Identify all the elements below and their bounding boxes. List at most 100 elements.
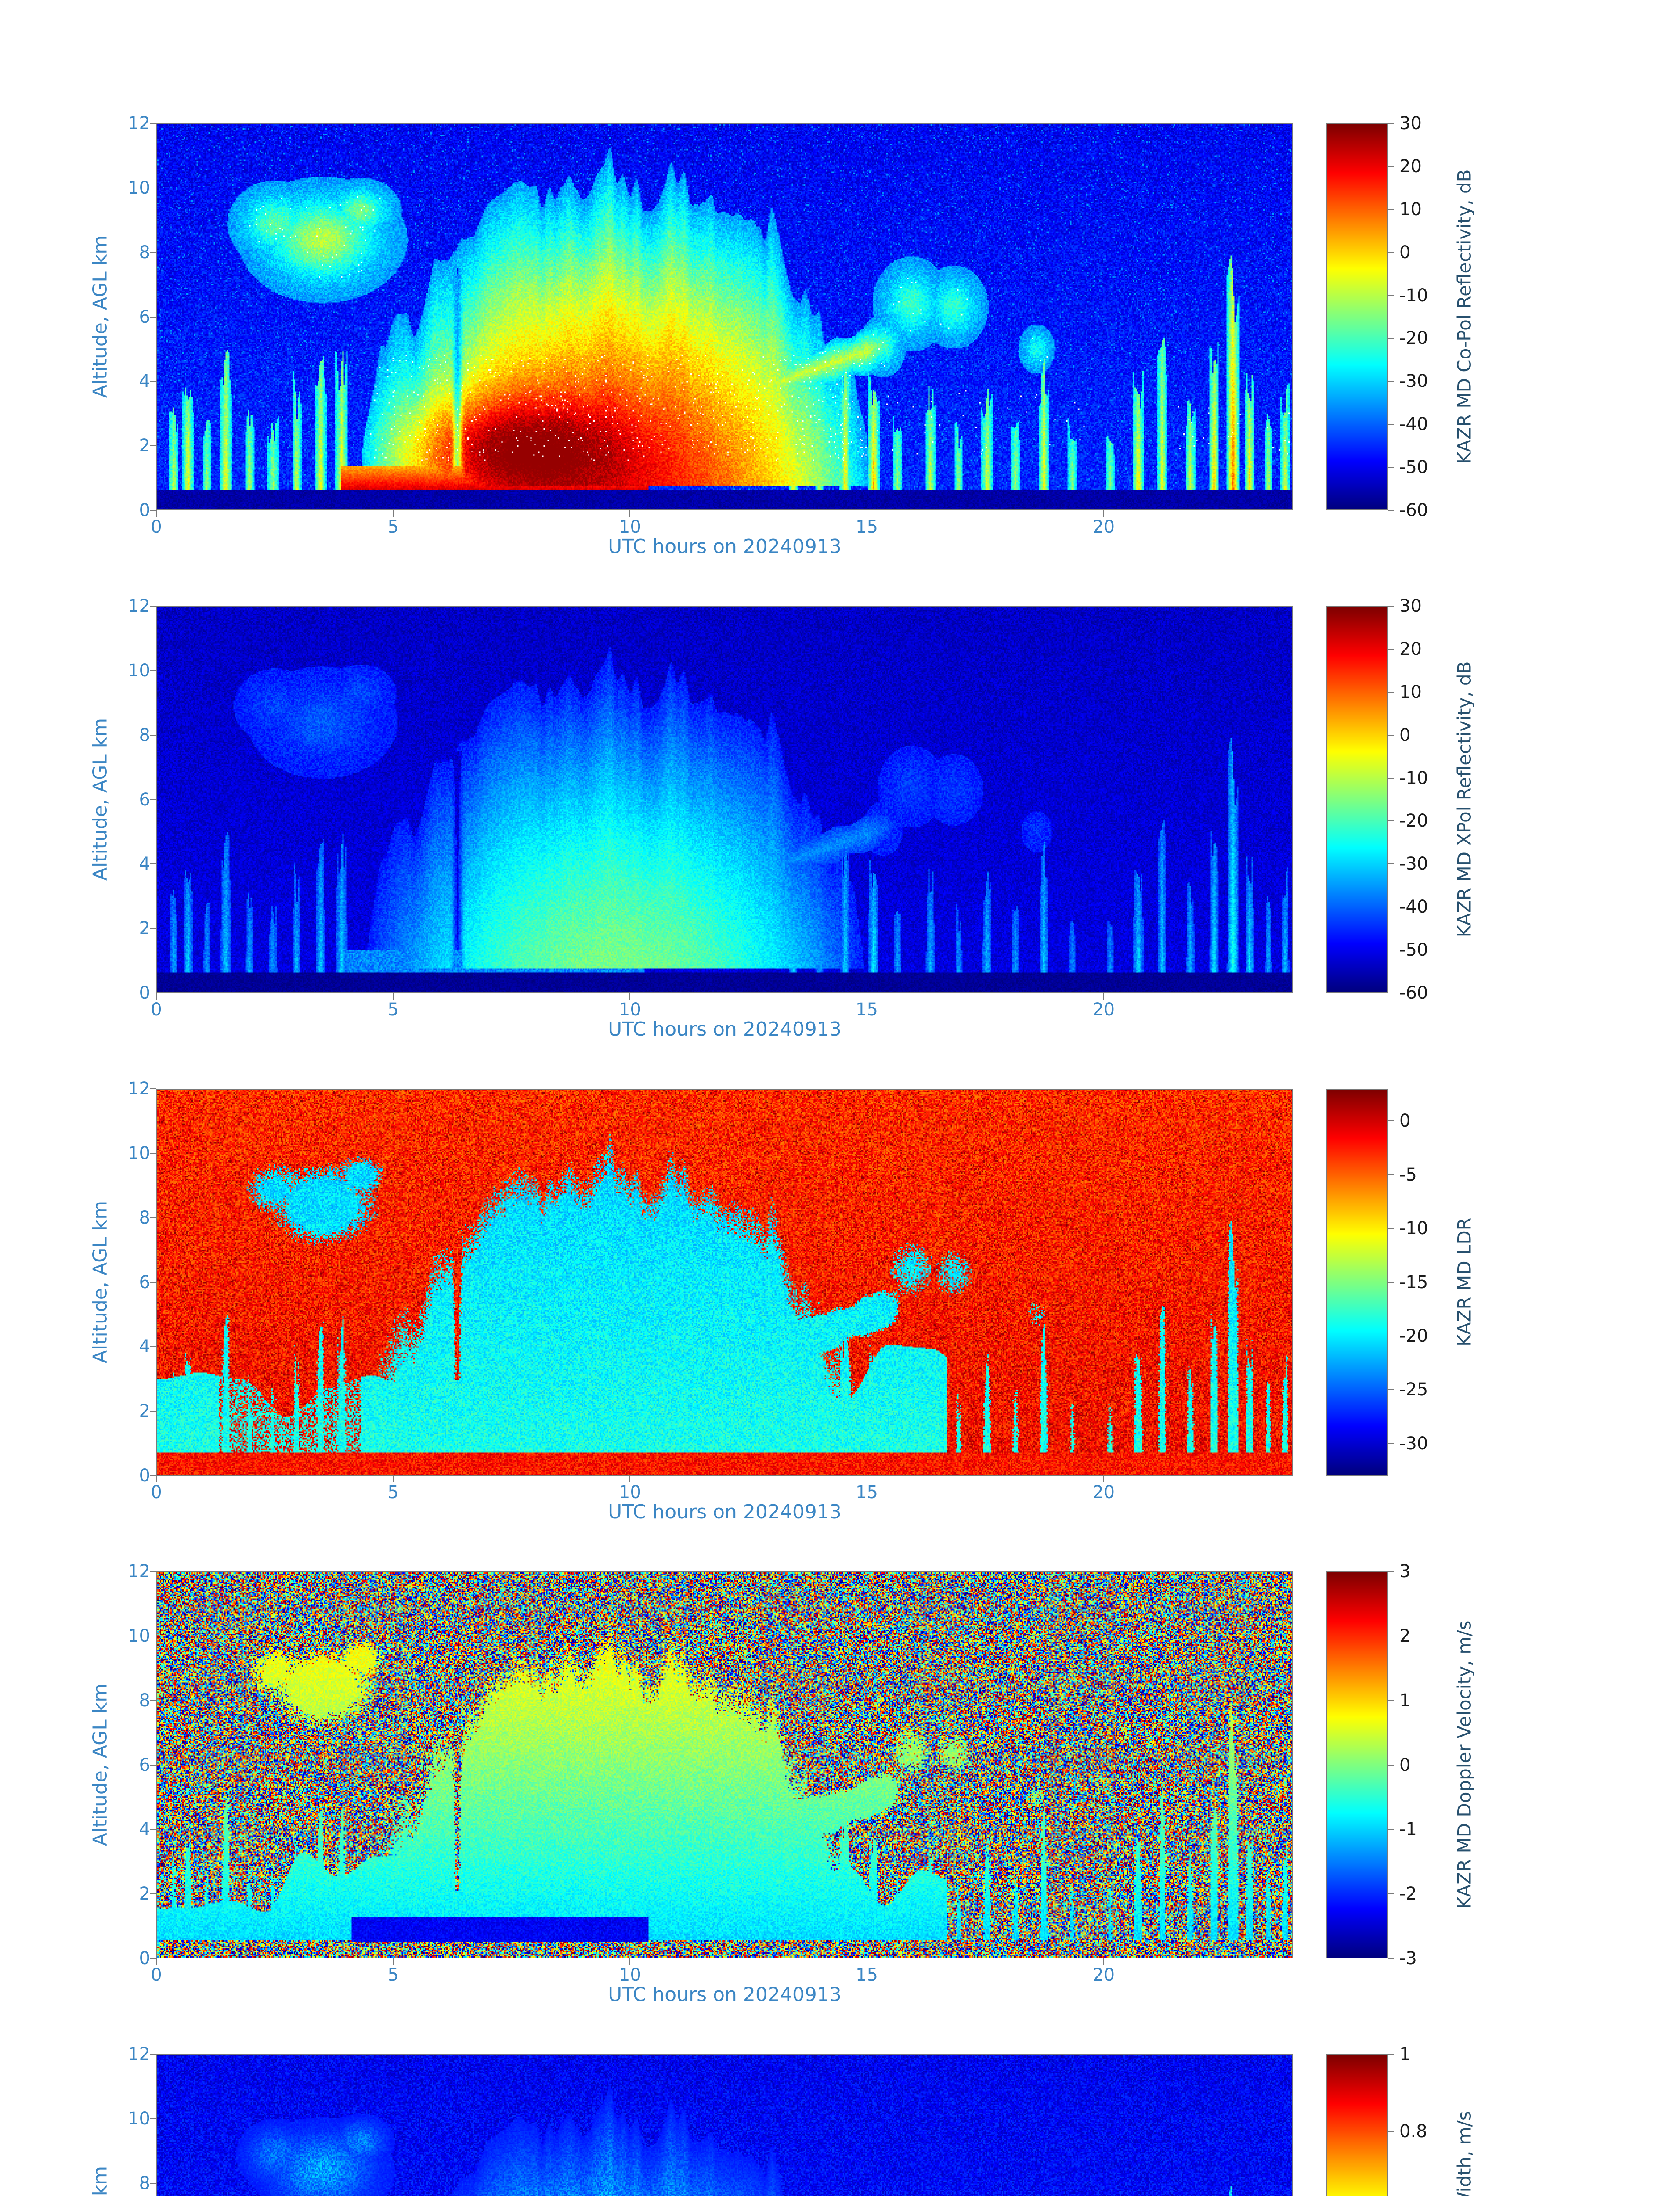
- y-tick-mark: [150, 734, 156, 736]
- colorbar-tick-label: -5: [1399, 1164, 1417, 1185]
- x-tick-mark: [156, 1476, 157, 1482]
- radar-heatmap-panel: Altitude, AGL km UTC hours on 20240913 K…: [0, 596, 1680, 1089]
- y-tick-label: 2: [139, 1884, 150, 1904]
- colorbar-tick-label: -50: [1399, 457, 1428, 478]
- y-tick-label: 6: [139, 1272, 150, 1293]
- heatmap-plot-area: [156, 1089, 1293, 1476]
- x-tick-label: 20: [1092, 517, 1115, 537]
- colorbar-tick-label: -30: [1399, 854, 1428, 874]
- colorbar-label: KAZR MD XPol Reflectivity, dB: [1453, 661, 1475, 938]
- colorbar-tick-label: 10: [1399, 199, 1422, 220]
- colorbar-tick-mark: [1388, 123, 1394, 124]
- x-tick-mark: [156, 1958, 157, 1965]
- y-tick-mark: [150, 1893, 156, 1895]
- colorbar-tick-label: 30: [1399, 596, 1422, 616]
- colorbar-tick-mark: [1388, 863, 1394, 865]
- heatmap-canvas: [157, 1090, 1292, 1475]
- colorbar-tick-label: -50: [1399, 940, 1428, 961]
- colorbar-gradient-canvas: [1327, 124, 1387, 509]
- heatmap-plot-area: [156, 1571, 1293, 1958]
- x-tick-label: 10: [618, 1000, 641, 1020]
- y-tick-label: 2: [139, 436, 150, 456]
- colorbar-tick-mark: [1388, 1700, 1394, 1701]
- x-tick-mark: [393, 1958, 394, 1965]
- colorbar-tick-mark: [1388, 1120, 1394, 1122]
- y-tick-mark: [150, 2054, 156, 2055]
- colorbar-tick-mark: [1388, 1829, 1394, 1830]
- x-tick-label: 0: [151, 517, 162, 537]
- colorbar-tick-label: -15: [1399, 1272, 1428, 1293]
- colorbar: [1326, 1571, 1388, 1958]
- y-tick-label: 2: [139, 918, 150, 939]
- colorbar-tick-mark: [1388, 777, 1394, 779]
- x-tick-label: 15: [856, 1482, 878, 1503]
- y-tick-mark: [150, 1764, 156, 1766]
- heatmap-canvas: [157, 2055, 1292, 2196]
- colorbar-tick-mark: [1388, 467, 1394, 468]
- colorbar-label: KAZR MD LDR: [1453, 1217, 1475, 1347]
- y-tick-mark: [150, 2118, 156, 2119]
- colorbar-tick-mark: [1388, 252, 1394, 253]
- colorbar-tick-label: -40: [1399, 897, 1428, 917]
- colorbar-tick-label: -30: [1399, 371, 1428, 392]
- colorbar-tick-label: -10: [1399, 768, 1428, 788]
- colorbar-tick-label: 10: [1399, 682, 1422, 702]
- colorbar-tick-mark: [1388, 734, 1394, 736]
- y-tick-label: 6: [139, 307, 150, 327]
- y-tick-label: 0: [139, 983, 150, 1003]
- x-tick-label: 0: [151, 1965, 162, 1985]
- colorbar-tick-label: -20: [1399, 811, 1428, 831]
- colorbar-tick-label: -20: [1399, 328, 1428, 349]
- x-tick-label: 20: [1092, 1965, 1115, 1985]
- y-tick-label: 0: [139, 1948, 150, 1968]
- colorbar-tick-mark: [1388, 381, 1394, 382]
- x-tick-label: 20: [1092, 1482, 1115, 1503]
- y-tick-mark: [150, 1411, 156, 1412]
- colorbar-tick-label: -1: [1399, 1819, 1417, 1840]
- colorbar-tick-label: 0: [1399, 1755, 1411, 1775]
- y-tick-label: 8: [139, 2173, 150, 2193]
- x-tick-label: 15: [856, 1000, 878, 1020]
- x-tick-label: 0: [151, 1482, 162, 1503]
- y-tick-label: 10: [128, 177, 150, 198]
- colorbar-tick-label: 1: [1399, 1690, 1411, 1711]
- radar-heatmap-panel: Altitude, AGL km UTC hours on 20240913 K…: [0, 1561, 1680, 2054]
- colorbar-tick-label: 20: [1399, 639, 1422, 659]
- colorbar-tick-mark: [1388, 510, 1394, 511]
- x-tick-mark: [629, 510, 631, 517]
- x-tick-label: 10: [618, 1482, 641, 1503]
- colorbar-tick-label: 0: [1399, 242, 1411, 263]
- y-tick-label: 4: [139, 854, 150, 874]
- y-tick-label: 12: [128, 1079, 150, 1099]
- y-tick-mark: [150, 445, 156, 447]
- colorbar-tick-label: 0.8: [1399, 2121, 1427, 2142]
- x-tick-label: 20: [1092, 1000, 1115, 1020]
- x-tick-label: 10: [618, 1965, 641, 1985]
- heatmap-canvas: [157, 1572, 1292, 1958]
- colorbar-tick-mark: [1388, 1389, 1394, 1391]
- y-tick-mark: [150, 1217, 156, 1218]
- colorbar-tick-mark: [1388, 1282, 1394, 1283]
- x-tick-label: 5: [387, 1482, 399, 1503]
- colorbar-tick-label: -2: [1399, 1884, 1417, 1904]
- colorbar-tick-mark: [1388, 648, 1394, 650]
- x-tick-label: 10: [618, 517, 641, 537]
- y-tick-mark: [150, 381, 156, 382]
- colorbar-tick-mark: [1388, 166, 1394, 167]
- x-tick-mark: [393, 993, 394, 1000]
- colorbar-tick-mark: [1388, 2054, 1394, 2055]
- y-axis-label: Altitude, AGL km: [89, 235, 112, 398]
- y-tick-label: 0: [139, 1466, 150, 1486]
- colorbar-tick-mark: [1388, 209, 1394, 210]
- colorbar: [1326, 606, 1388, 993]
- heatmap-canvas: [157, 607, 1292, 992]
- y-tick-mark: [150, 1829, 156, 1830]
- x-tick-label: 5: [387, 517, 399, 537]
- colorbar-gradient-canvas: [1327, 2055, 1387, 2196]
- y-axis-label: Altitude, AGL km: [89, 2166, 112, 2196]
- colorbar: [1326, 2054, 1388, 2196]
- y-tick-mark: [150, 316, 156, 318]
- colorbar-tick-mark: [1388, 820, 1394, 822]
- x-tick-label: 15: [856, 517, 878, 537]
